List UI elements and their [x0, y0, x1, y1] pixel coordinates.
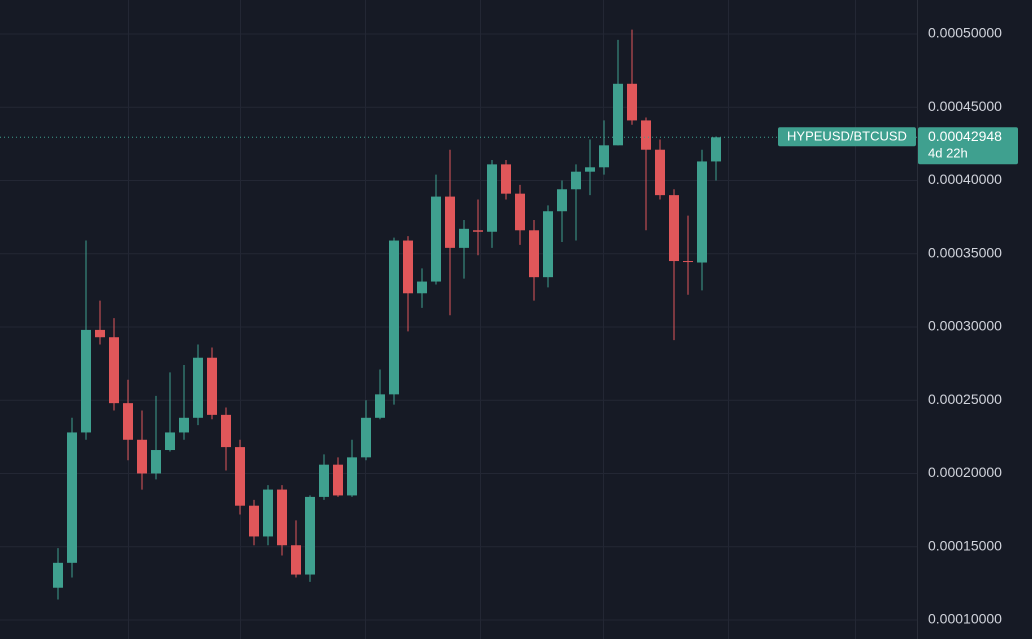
candle-body — [389, 240, 399, 395]
candle-body — [529, 230, 539, 278]
candle-body — [473, 230, 483, 232]
candle-body — [571, 171, 581, 190]
candle-body — [599, 145, 609, 168]
candle-body — [417, 281, 427, 294]
candle-body — [333, 464, 343, 496]
candle-body — [641, 120, 651, 150]
candle-body — [249, 505, 259, 537]
candle-body — [585, 167, 595, 172]
candle-body — [179, 417, 189, 433]
candle-body — [459, 228, 469, 248]
candle-body — [291, 545, 301, 575]
price-tag — [918, 127, 1018, 165]
y-tick-label: 0.00040000 — [928, 171, 1002, 187]
candle-body — [207, 357, 217, 415]
symbol-label: HYPEUSD/BTCUSD — [787, 129, 907, 144]
y-tick-label: 0.00020000 — [928, 464, 1002, 480]
candle-body — [263, 489, 273, 537]
y-tick-label: 0.00025000 — [928, 391, 1002, 407]
candle-body — [123, 403, 133, 440]
y-tick-label: 0.00050000 — [928, 25, 1002, 41]
symbol-tag — [778, 127, 916, 147]
candle-body — [543, 211, 553, 278]
y-tick-label: 0.00015000 — [928, 537, 1002, 553]
candle-body — [375, 394, 385, 418]
countdown-label: 4d 22h — [928, 146, 968, 161]
y-tick-label: 0.00010000 — [928, 611, 1002, 627]
candle-body — [655, 149, 665, 196]
candle-body — [557, 189, 567, 212]
candle-body — [305, 496, 315, 575]
candle-body — [193, 357, 203, 418]
candle-body — [501, 164, 511, 194]
candle-body — [627, 83, 637, 121]
candle-body — [81, 329, 91, 433]
candle-body — [95, 329, 105, 338]
y-tick-label: 0.00045000 — [928, 98, 1002, 114]
candle-body — [53, 562, 63, 588]
candle-body — [151, 450, 161, 474]
candle-body — [361, 417, 371, 458]
candle-body — [487, 164, 497, 232]
last-price-label: 0.00042948 — [928, 128, 1002, 144]
candle-body — [445, 196, 455, 248]
candle-body — [67, 432, 77, 563]
candle-body — [613, 83, 623, 146]
candle-body — [235, 447, 245, 506]
candle-body — [319, 464, 329, 497]
candle-body — [347, 457, 357, 496]
candle-body — [165, 432, 175, 451]
candle-body — [697, 161, 707, 263]
candle-body — [221, 414, 231, 448]
candle-body — [515, 193, 525, 231]
y-tick-label: 0.00030000 — [928, 318, 1002, 334]
candle-body — [277, 489, 287, 546]
candle-body — [711, 137, 721, 162]
y-tick-label: 0.00035000 — [928, 244, 1002, 260]
candle-body — [683, 261, 693, 263]
candle-body — [137, 439, 147, 474]
candle-body — [669, 195, 679, 262]
candle-body — [431, 196, 441, 282]
candle-body — [403, 240, 413, 294]
candle-body — [109, 337, 119, 404]
